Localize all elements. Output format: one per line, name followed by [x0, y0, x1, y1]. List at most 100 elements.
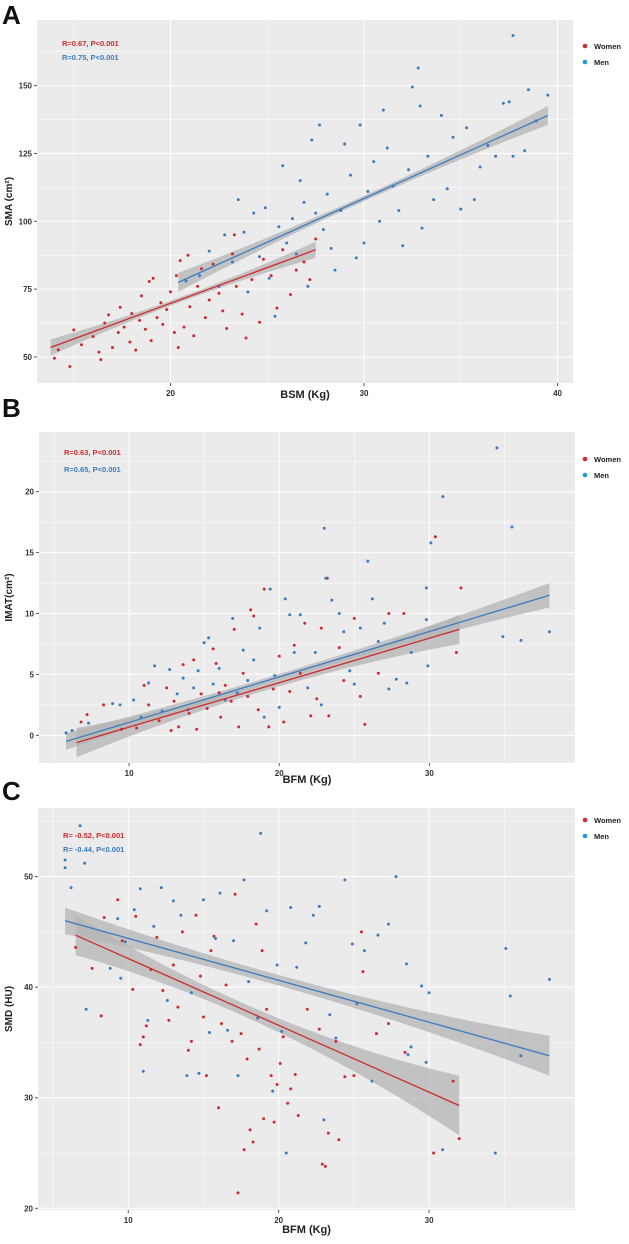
- women-data-point: [161, 322, 165, 326]
- men-legend-marker: [582, 472, 588, 478]
- men-data-point: [179, 913, 183, 917]
- men-data-point: [381, 108, 385, 112]
- men-data-point: [547, 630, 551, 634]
- men-data-point: [501, 101, 505, 105]
- men-regression-line: [64, 920, 550, 1057]
- women-data-point: [242, 1148, 246, 1152]
- y-tick-label: 125: [19, 149, 33, 158]
- women-data-point: [281, 248, 285, 252]
- women-data-point: [99, 358, 103, 362]
- women-regression-line: [76, 628, 460, 744]
- men-data-point: [168, 668, 172, 672]
- men-data-point: [70, 728, 74, 732]
- men-data-point: [394, 677, 398, 681]
- women-data-point: [326, 1131, 330, 1135]
- men-data-point: [252, 211, 256, 215]
- women-data-point: [261, 257, 265, 261]
- men-data-point: [197, 1071, 201, 1075]
- men-data-point: [236, 1074, 240, 1078]
- women-data-point: [211, 647, 215, 651]
- men-data-point: [256, 1016, 260, 1020]
- women-data-point: [363, 722, 367, 726]
- men-data-point: [147, 681, 151, 685]
- women-data-point: [176, 345, 180, 349]
- women-data-point: [138, 1043, 142, 1047]
- women-data-point: [110, 345, 114, 349]
- women-data-point: [174, 274, 178, 278]
- women-data-point: [343, 1075, 347, 1079]
- men-confidence-band: [65, 907, 550, 1076]
- y-axis-label: SMD (HU): [4, 986, 15, 1032]
- men-data-point: [64, 731, 68, 735]
- men-data-point: [324, 576, 328, 580]
- plot-area: [39, 432, 575, 763]
- women-data-point: [192, 658, 196, 662]
- men-data-point: [343, 142, 347, 146]
- women-data-point: [254, 922, 258, 926]
- men-data-point: [218, 891, 222, 895]
- women-data-point: [203, 316, 207, 320]
- men-data-point: [304, 941, 308, 945]
- women-regression-line: [75, 934, 460, 1107]
- men-data-point: [207, 249, 211, 253]
- women-data-point: [225, 326, 229, 330]
- men-data-point: [334, 1036, 338, 1040]
- women-data-point: [188, 305, 192, 309]
- men-data-point: [165, 998, 169, 1002]
- women-data-point: [205, 707, 209, 711]
- men-correlation-annotation: R=0.75, P<0.001: [62, 53, 119, 62]
- men-data-point: [401, 244, 405, 248]
- women-data-point: [223, 683, 227, 687]
- men-data-point: [424, 618, 428, 622]
- men-data-point: [111, 702, 115, 706]
- men-data-point: [295, 965, 299, 969]
- women-legend-marker: [582, 817, 588, 823]
- women-data-point: [177, 725, 181, 729]
- men-data-point: [325, 192, 329, 196]
- men-data-point: [387, 687, 391, 691]
- women-data-point: [342, 679, 346, 683]
- women-data-point: [143, 327, 147, 331]
- men-data-point: [83, 861, 87, 865]
- men-data-point: [280, 1029, 284, 1033]
- women-data-point: [250, 278, 254, 282]
- women-data-point: [240, 312, 244, 316]
- women-data-point: [308, 278, 312, 282]
- women-data-point: [275, 1082, 279, 1086]
- women-data-point: [323, 1164, 327, 1168]
- men-data-point: [382, 621, 386, 625]
- women-data-point: [267, 725, 271, 729]
- women-data-point: [72, 328, 76, 332]
- women-data-point: [303, 621, 307, 625]
- men-data-point: [116, 917, 120, 921]
- men-data-point: [271, 1089, 275, 1093]
- women-data-point: [107, 313, 111, 317]
- men-data-point: [420, 226, 424, 230]
- men-legend-marker: [582, 833, 588, 839]
- women-data-point: [221, 309, 225, 313]
- men-data-point: [146, 1018, 150, 1022]
- women-data-point: [130, 312, 134, 316]
- men-data-point: [267, 276, 271, 280]
- men-data-point: [362, 241, 366, 245]
- women-data-point: [220, 1022, 224, 1026]
- women-data-point: [277, 654, 281, 658]
- men-data-point: [350, 942, 354, 946]
- women-data-point: [451, 1079, 455, 1083]
- women-data-point: [128, 340, 132, 344]
- men-data-point: [258, 255, 262, 259]
- men-data-point: [298, 179, 302, 183]
- men-data-point: [366, 189, 370, 193]
- y-tick-label: 10: [25, 610, 34, 619]
- men-data-point: [84, 1007, 88, 1011]
- men-data-point: [424, 586, 428, 590]
- men-data-point: [288, 613, 292, 617]
- men-data-point: [511, 33, 515, 37]
- y-tick-label: 0: [30, 731, 35, 740]
- women-data-point: [286, 1101, 290, 1105]
- women-data-point: [182, 325, 186, 329]
- women-data-point: [241, 671, 245, 675]
- women-data-point: [229, 699, 233, 703]
- men-data-point: [273, 674, 277, 678]
